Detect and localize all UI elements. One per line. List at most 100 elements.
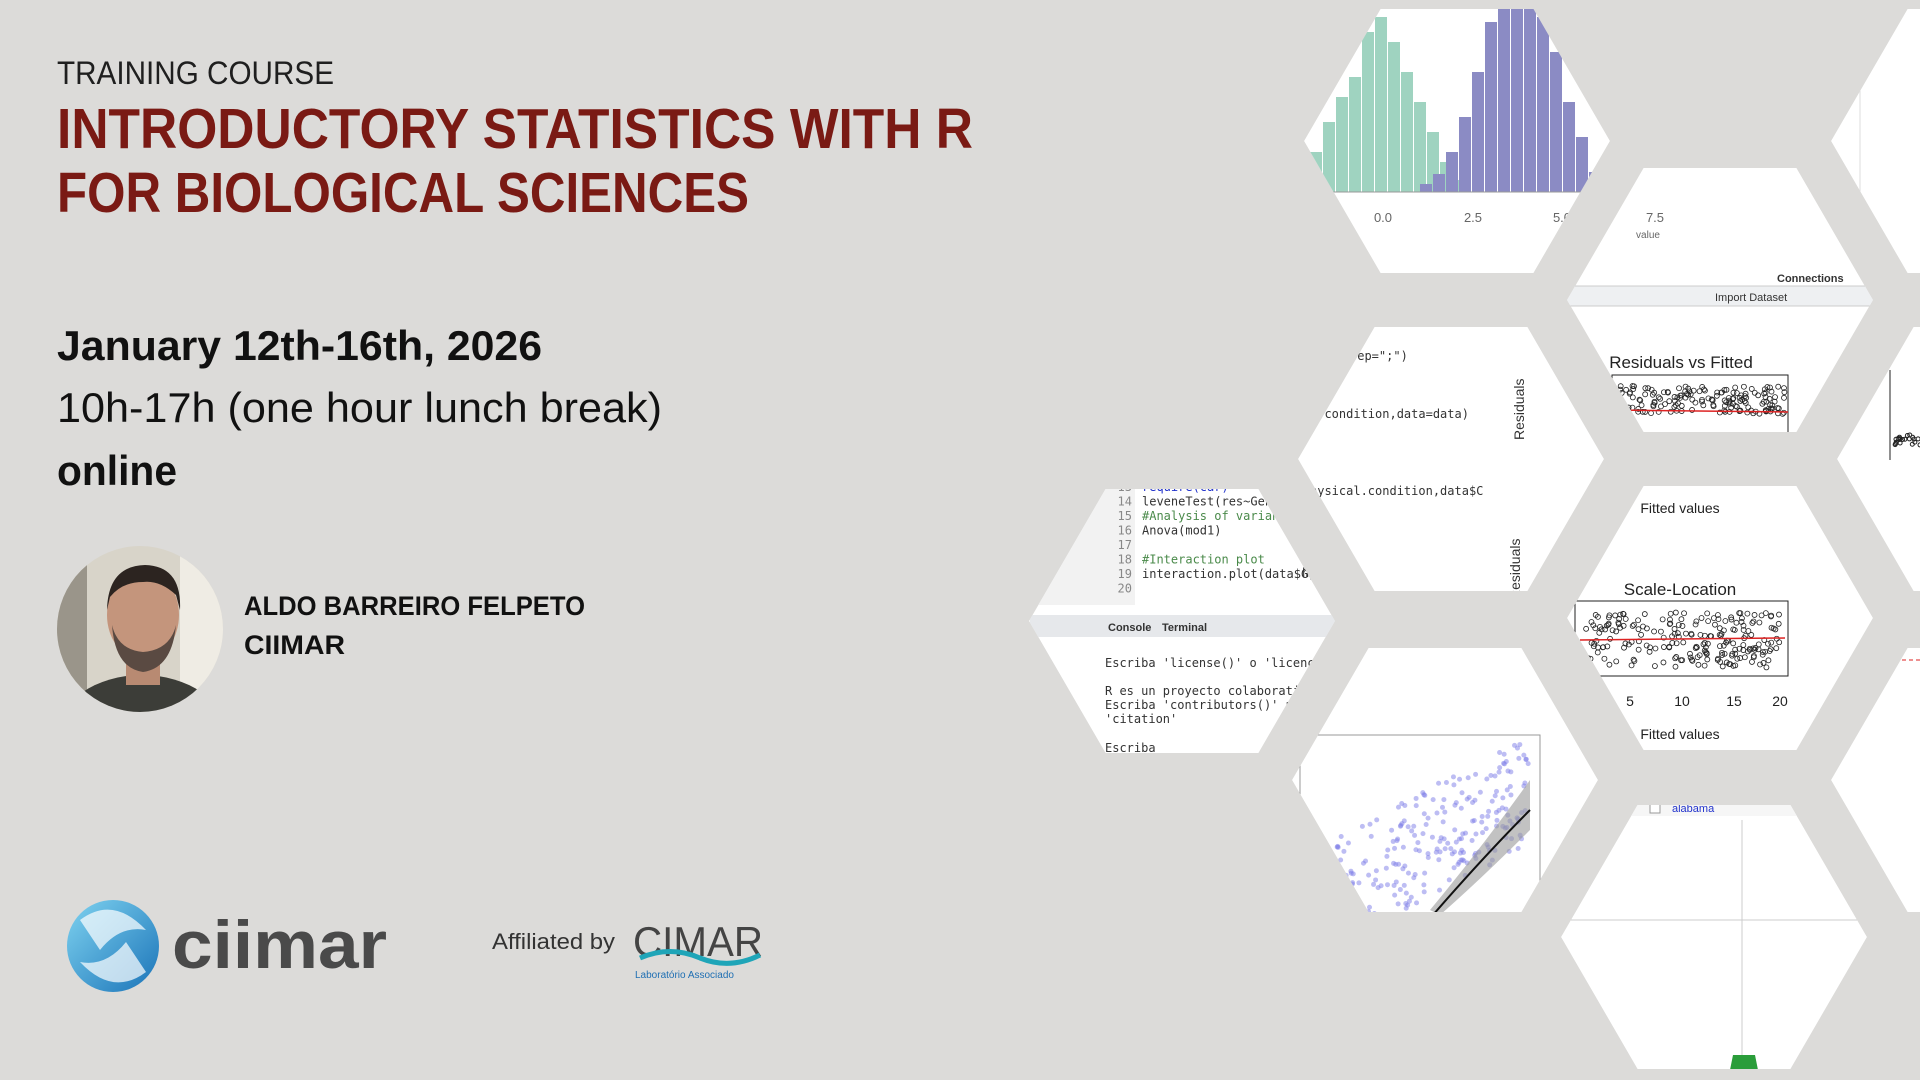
histogram-bar	[1420, 184, 1432, 192]
screenshot-text: 10	[1674, 693, 1690, 709]
scatter-point	[1672, 663, 1679, 670]
scatter-point	[1477, 789, 1483, 795]
scatter-point	[1588, 619, 1595, 625]
scatter-point	[1484, 776, 1490, 782]
hex-tile	[1292, 648, 1598, 912]
screenshot-text: 7.5	[1646, 210, 1664, 225]
scatter-point	[1642, 385, 1649, 392]
scatter-point	[1683, 630, 1689, 637]
scatter-point	[1635, 406, 1642, 412]
scatter-point	[1767, 384, 1773, 391]
histogram-bar	[1498, 9, 1510, 192]
scatter-point	[1710, 615, 1717, 622]
scatter-point	[1459, 790, 1465, 796]
scatter-point	[1652, 663, 1658, 669]
scatter-point	[1657, 395, 1664, 402]
scatter-point	[1660, 634, 1667, 641]
scatter-point	[1658, 628, 1664, 635]
scatter-point	[1368, 833, 1374, 839]
scatter-point	[1392, 845, 1398, 851]
confidence-band	[1430, 780, 1530, 912]
scatter-point	[1412, 832, 1418, 838]
scatter-point	[1732, 646, 1739, 653]
scatter-point	[1729, 652, 1735, 659]
scatter-point	[1652, 645, 1659, 652]
scatter-point	[1384, 882, 1390, 888]
scatter-point	[1678, 616, 1685, 623]
scatter-point	[1767, 646, 1774, 653]
scatter-point	[1405, 824, 1411, 830]
scatter-point	[1429, 834, 1435, 840]
scatter-point	[1692, 645, 1699, 652]
scatter-point	[1739, 615, 1745, 622]
scatter-point	[1911, 436, 1917, 442]
scatter-point	[1421, 889, 1427, 895]
scatter-point	[1776, 639, 1783, 646]
scatter-point	[1465, 775, 1471, 781]
scatter-point	[1687, 650, 1693, 657]
hex-tile	[1831, 648, 1920, 912]
scatter-point	[1646, 648, 1653, 655]
scatter-point	[1760, 398, 1767, 405]
scatter-point	[1622, 616, 1629, 622]
scatter-point	[1604, 643, 1611, 650]
scatter-point	[1761, 390, 1768, 397]
scatter-point	[1616, 616, 1623, 622]
scatter-point	[1781, 385, 1787, 392]
scatter-point	[1425, 854, 1431, 860]
scatter-point	[1768, 639, 1775, 646]
scatter-point	[1441, 797, 1447, 803]
scatter-point	[1667, 408, 1674, 415]
scatter-point	[1693, 644, 1700, 651]
photo-hair	[107, 565, 181, 610]
scatter-point	[1489, 798, 1495, 804]
screenshot-text: Terminal	[1162, 622, 1207, 634]
scatter-point	[1665, 389, 1671, 396]
scatter-point	[1497, 750, 1503, 756]
scatter-point	[1730, 395, 1737, 402]
title-line: FOR BIOLOGICAL SCIENCES	[57, 161, 749, 225]
scatter-point	[1437, 887, 1443, 893]
hex-background	[1292, 648, 1598, 912]
scatter-point	[1774, 405, 1781, 411]
scatter-point	[1373, 868, 1379, 874]
scatter-point	[1486, 808, 1492, 814]
scatter-point	[1638, 631, 1644, 638]
scatter-point	[1689, 657, 1696, 664]
scatter-point	[1449, 851, 1455, 857]
screenshot-text: Connections	[1777, 273, 1844, 285]
scatter-point	[1422, 870, 1428, 876]
scatter-point	[1748, 632, 1755, 638]
scatter-point	[1613, 658, 1620, 665]
app-icon	[1728, 1055, 1760, 1069]
scatter-point	[1458, 805, 1464, 811]
scatter-point	[1736, 610, 1743, 616]
histogram-bar	[1485, 22, 1497, 192]
scatter-point	[1672, 655, 1679, 662]
scatter-point	[1479, 819, 1485, 825]
scatter-point	[1681, 610, 1687, 617]
scatter-point	[1595, 613, 1601, 620]
scatter-point	[1627, 389, 1633, 396]
hex-background	[1831, 648, 1920, 912]
scatter-point	[1701, 639, 1708, 646]
scatter-point	[1655, 394, 1662, 401]
scatter-point	[1680, 639, 1687, 646]
screenshot-text: 'citation'	[1105, 712, 1177, 726]
scatter-point	[1583, 625, 1590, 632]
screenshot-text: Escriba 'license()' o 'licence()'	[1105, 656, 1343, 670]
scatter-point	[1439, 804, 1445, 810]
scatter-point	[1403, 901, 1409, 907]
screenshot-text: 13	[1118, 480, 1132, 494]
hex-background	[1567, 486, 1873, 750]
scatter-point	[1679, 623, 1686, 629]
histogram-bar	[1323, 122, 1335, 192]
scatter-point	[1466, 794, 1472, 800]
scatter-point	[1694, 654, 1701, 661]
scatter-point	[1443, 780, 1449, 786]
scatter-point	[1403, 890, 1409, 896]
affiliated-label: Affiliated by	[492, 929, 615, 954]
scatter-point	[1494, 788, 1500, 794]
